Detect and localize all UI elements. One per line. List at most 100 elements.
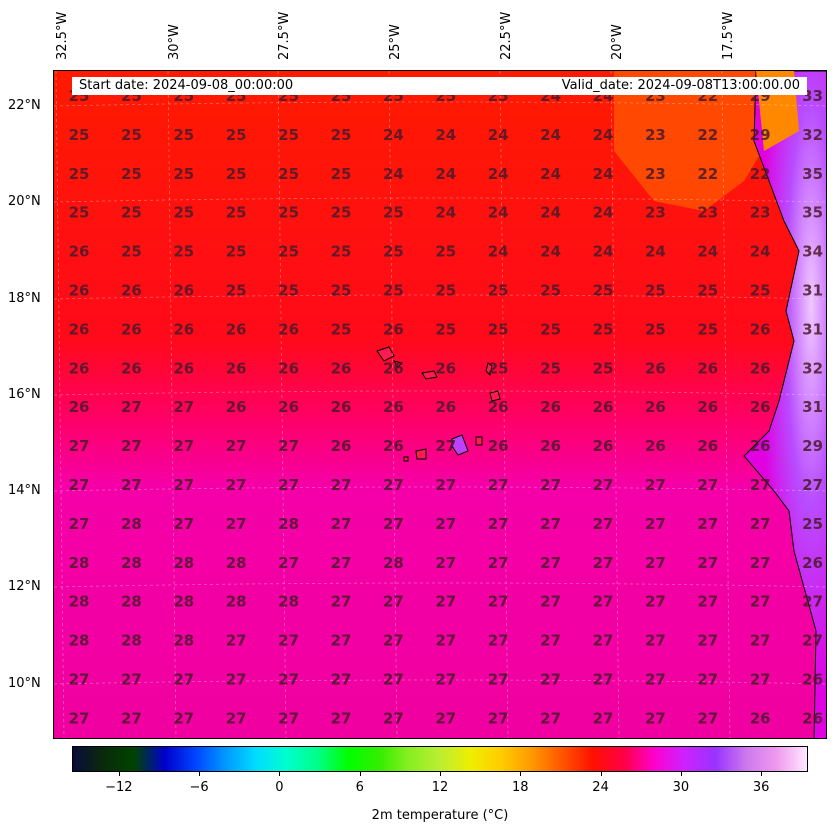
temperature-value: 28	[121, 593, 142, 611]
temperature-value: 26	[173, 282, 194, 300]
temperature-value: 25	[173, 126, 194, 144]
temperature-value: 27	[173, 709, 194, 727]
temperature-value: 27	[383, 709, 404, 727]
temperature-value: 26	[750, 709, 771, 727]
temperature-value: 26	[750, 437, 771, 455]
temperature-value: 24	[488, 243, 509, 261]
temperature-value: 27	[540, 709, 561, 727]
temperature-value: 27	[173, 398, 194, 416]
lon-label: 27.5°W	[277, 11, 292, 60]
temperature-value: 25	[278, 204, 299, 222]
temperature-value: 26	[488, 398, 509, 416]
temperature-value: 22	[697, 126, 718, 144]
temperature-value: 25	[645, 320, 666, 338]
colorbar-title: 2m temperature (°C)	[371, 808, 509, 823]
temperature-value: 27	[383, 476, 404, 494]
temperature-value: 27	[331, 593, 352, 611]
colorbar-tick-label: 0	[275, 780, 284, 795]
temperature-value: 24	[540, 243, 561, 261]
temperature-value: 24	[593, 165, 614, 183]
temperature-value: 27	[645, 632, 666, 650]
temperature-value: 25	[121, 204, 142, 222]
temperature-value: 27	[121, 476, 142, 494]
temperature-value: 26	[645, 359, 666, 377]
temperature-value: 28	[383, 554, 404, 572]
temperature-value: 25	[488, 359, 509, 377]
temperature-value: 25	[278, 165, 299, 183]
temperature-value: 32	[802, 359, 823, 377]
temperature-value: 27	[697, 476, 718, 494]
temperature-value: 23	[645, 126, 666, 144]
temperature-value: 27	[697, 593, 718, 611]
temperature-value: 27	[802, 476, 823, 494]
lon-label: 30°W	[167, 24, 182, 60]
temperature-value: 27	[435, 671, 456, 689]
temperature-value: 28	[278, 515, 299, 533]
temperature-value: 26	[226, 359, 247, 377]
temperature-value: 26	[331, 437, 352, 455]
temperature-value: 27	[226, 632, 247, 650]
temperature-value: 23	[645, 204, 666, 222]
cape-verde-islands	[376, 346, 501, 462]
temperature-value: 24	[540, 204, 561, 222]
temperature-value: 25	[802, 515, 823, 533]
temperature-value: 27	[69, 671, 90, 689]
colorbar-tick	[279, 772, 281, 776]
temperature-value: 27	[697, 671, 718, 689]
temperature-value: 31	[802, 320, 823, 338]
colorbar-tick	[118, 772, 120, 776]
temperature-value: 25	[697, 320, 718, 338]
lon-label: 32.5°W	[55, 11, 70, 60]
lon-label: 25°W	[388, 24, 403, 60]
temperature-value: 27	[121, 437, 142, 455]
temperature-map: 25 25 25 25 25 25 25 25 25 24 24 23 22 29 33 25 25 25 25 25…	[54, 71, 826, 738]
parallel-line	[54, 390, 826, 396]
temperature-value: 27	[435, 593, 456, 611]
temperature-value: 32	[802, 126, 823, 144]
temperature-value: 26	[69, 243, 90, 261]
colorbar-tick	[440, 772, 441, 776]
temperature-value: 27	[488, 671, 509, 689]
temperature-value: 25	[226, 165, 247, 183]
temperature-value: 25	[383, 282, 404, 300]
temperature-value: 26	[278, 359, 299, 377]
temperature-value: 25	[331, 126, 352, 144]
temperature-value: 31	[802, 282, 823, 300]
colorbar-tick-label: 30	[672, 780, 690, 795]
temperature-value: 24	[593, 204, 614, 222]
temperature-value: 28	[121, 515, 142, 533]
temperature-value: 26	[383, 320, 404, 338]
temperature-value: 26	[226, 398, 247, 416]
temperature-value: 26	[645, 398, 666, 416]
temperature-value: 26	[750, 398, 771, 416]
temperature-value: 25	[750, 282, 771, 300]
temperature-value: 27	[540, 476, 561, 494]
temperature-value: 26	[645, 437, 666, 455]
temperature-value: 27	[540, 515, 561, 533]
temperature-value: 27	[645, 671, 666, 689]
temperature-value: 27	[802, 593, 823, 611]
temperature-value: 26	[488, 437, 509, 455]
temperature-value: 25	[121, 126, 142, 144]
temperature-value: 26	[121, 359, 142, 377]
temperature-value: 27	[383, 515, 404, 533]
temperature-value: 27	[488, 554, 509, 572]
temperature-value: 26	[69, 282, 90, 300]
colorbar-tick-label: −6	[189, 780, 209, 795]
temperature-value: 27	[173, 437, 194, 455]
temperature-value: 22	[697, 165, 718, 183]
lat-label: 14°N	[8, 483, 41, 498]
lat-label: 20°N	[8, 194, 41, 209]
colorbar-tick	[520, 772, 522, 776]
temperature-value: 28	[173, 593, 194, 611]
start-date-label: Start date: 2024-09-08_00:00:00	[79, 78, 294, 93]
temperature-value: 27	[278, 709, 299, 727]
lat-label: 16°N	[8, 387, 41, 402]
temperature-values: 25 25 25 25 25 25 25 25 25 24 24 23 22 29 33 25 25 25 25 25…	[69, 87, 823, 727]
lat-label: 22°N	[8, 98, 41, 113]
temperature-value: 27	[69, 709, 90, 727]
colorbar-tick	[600, 772, 602, 776]
temperature-value: 27	[331, 671, 352, 689]
temperature-value: 25	[331, 320, 352, 338]
temperature-value: 25	[69, 126, 90, 144]
